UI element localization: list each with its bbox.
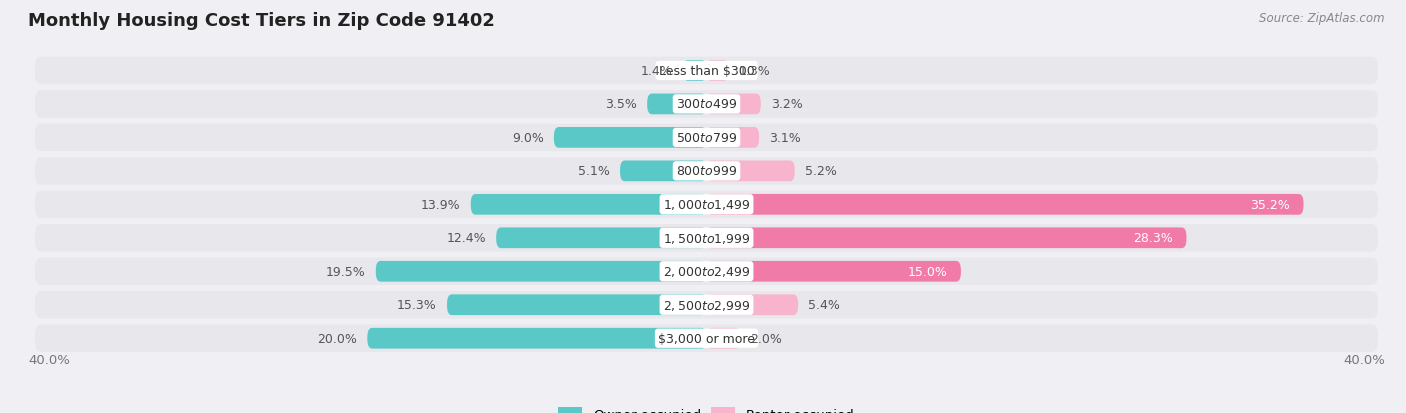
Text: Monthly Housing Cost Tiers in Zip Code 91402: Monthly Housing Cost Tiers in Zip Code 9… [28, 12, 495, 30]
Text: 20.0%: 20.0% [318, 332, 357, 345]
FancyBboxPatch shape [35, 291, 1378, 319]
Text: 3.2%: 3.2% [770, 98, 803, 111]
Text: 15.3%: 15.3% [396, 299, 437, 311]
FancyBboxPatch shape [620, 161, 707, 182]
Text: 3.1%: 3.1% [769, 132, 801, 145]
FancyBboxPatch shape [707, 161, 794, 182]
Text: 15.0%: 15.0% [907, 265, 948, 278]
Text: 9.0%: 9.0% [512, 132, 544, 145]
Text: 5.4%: 5.4% [808, 299, 841, 311]
FancyBboxPatch shape [554, 128, 707, 148]
Text: 1.4%: 1.4% [641, 65, 672, 78]
FancyBboxPatch shape [471, 195, 707, 215]
Text: $2,500 to $2,999: $2,500 to $2,999 [662, 298, 751, 312]
FancyBboxPatch shape [35, 325, 1378, 352]
Text: $1,500 to $1,999: $1,500 to $1,999 [662, 231, 751, 245]
FancyBboxPatch shape [707, 61, 728, 82]
Text: Source: ZipAtlas.com: Source: ZipAtlas.com [1260, 12, 1385, 25]
FancyBboxPatch shape [707, 195, 1303, 215]
FancyBboxPatch shape [496, 228, 707, 249]
Text: 3.5%: 3.5% [605, 98, 637, 111]
Text: 19.5%: 19.5% [326, 265, 366, 278]
FancyBboxPatch shape [683, 61, 707, 82]
FancyBboxPatch shape [367, 328, 707, 349]
FancyBboxPatch shape [35, 57, 1378, 85]
FancyBboxPatch shape [707, 228, 1187, 249]
FancyBboxPatch shape [375, 261, 707, 282]
FancyBboxPatch shape [35, 91, 1378, 119]
Text: 12.4%: 12.4% [447, 232, 486, 245]
FancyBboxPatch shape [707, 128, 759, 148]
Text: 40.0%: 40.0% [1343, 354, 1385, 367]
Text: 35.2%: 35.2% [1250, 198, 1289, 211]
Text: $1,000 to $1,499: $1,000 to $1,499 [662, 198, 751, 212]
FancyBboxPatch shape [35, 158, 1378, 185]
Text: 13.9%: 13.9% [420, 198, 461, 211]
FancyBboxPatch shape [707, 294, 799, 316]
Text: $800 to $999: $800 to $999 [676, 165, 737, 178]
FancyBboxPatch shape [35, 225, 1378, 252]
FancyBboxPatch shape [35, 124, 1378, 152]
Text: $2,000 to $2,499: $2,000 to $2,499 [662, 265, 751, 279]
FancyBboxPatch shape [707, 328, 741, 349]
Text: 28.3%: 28.3% [1133, 232, 1173, 245]
Text: 2.0%: 2.0% [751, 332, 783, 345]
Text: 40.0%: 40.0% [28, 354, 70, 367]
Text: $3,000 or more: $3,000 or more [658, 332, 755, 345]
Text: $300 to $499: $300 to $499 [676, 98, 737, 111]
Legend: Owner-occupied, Renter-occupied: Owner-occupied, Renter-occupied [553, 402, 860, 413]
FancyBboxPatch shape [35, 258, 1378, 285]
FancyBboxPatch shape [35, 191, 1378, 218]
Text: 5.1%: 5.1% [578, 165, 610, 178]
FancyBboxPatch shape [647, 94, 707, 115]
FancyBboxPatch shape [707, 94, 761, 115]
FancyBboxPatch shape [447, 294, 707, 316]
Text: 1.3%: 1.3% [738, 65, 770, 78]
Text: $500 to $799: $500 to $799 [676, 132, 737, 145]
Text: Less than $300: Less than $300 [658, 65, 755, 78]
FancyBboxPatch shape [707, 261, 960, 282]
Text: 5.2%: 5.2% [804, 165, 837, 178]
